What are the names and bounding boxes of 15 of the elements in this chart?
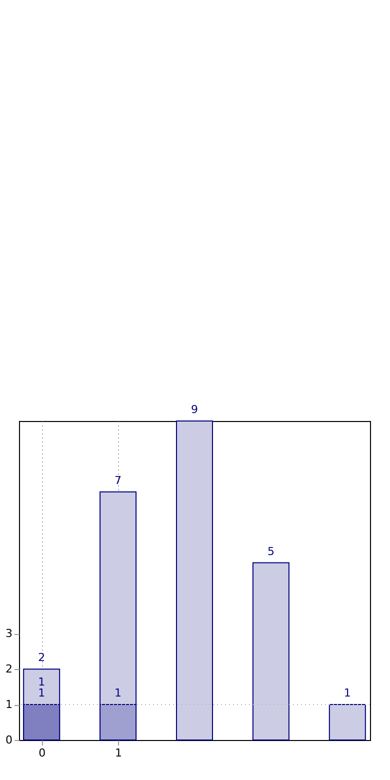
annotation: 1 — [38, 676, 46, 689]
bar — [176, 420, 213, 740]
data-label: 9 — [191, 403, 198, 416]
y-tick-label: 1 — [6, 698, 12, 712]
y-tick-label: 3 — [6, 627, 12, 640]
data-label: 1 — [344, 686, 351, 700]
bar — [252, 562, 290, 740]
data-label: 7 — [114, 474, 122, 487]
y-tick-label: 0 — [6, 734, 12, 746]
data-label: 1 — [114, 686, 122, 700]
data-label: 1 — [38, 686, 46, 700]
y-tick-label: 2 — [6, 662, 12, 676]
bar — [328, 704, 366, 740]
data-label: 5 — [267, 544, 274, 558]
data-label: 2 — [38, 651, 46, 664]
